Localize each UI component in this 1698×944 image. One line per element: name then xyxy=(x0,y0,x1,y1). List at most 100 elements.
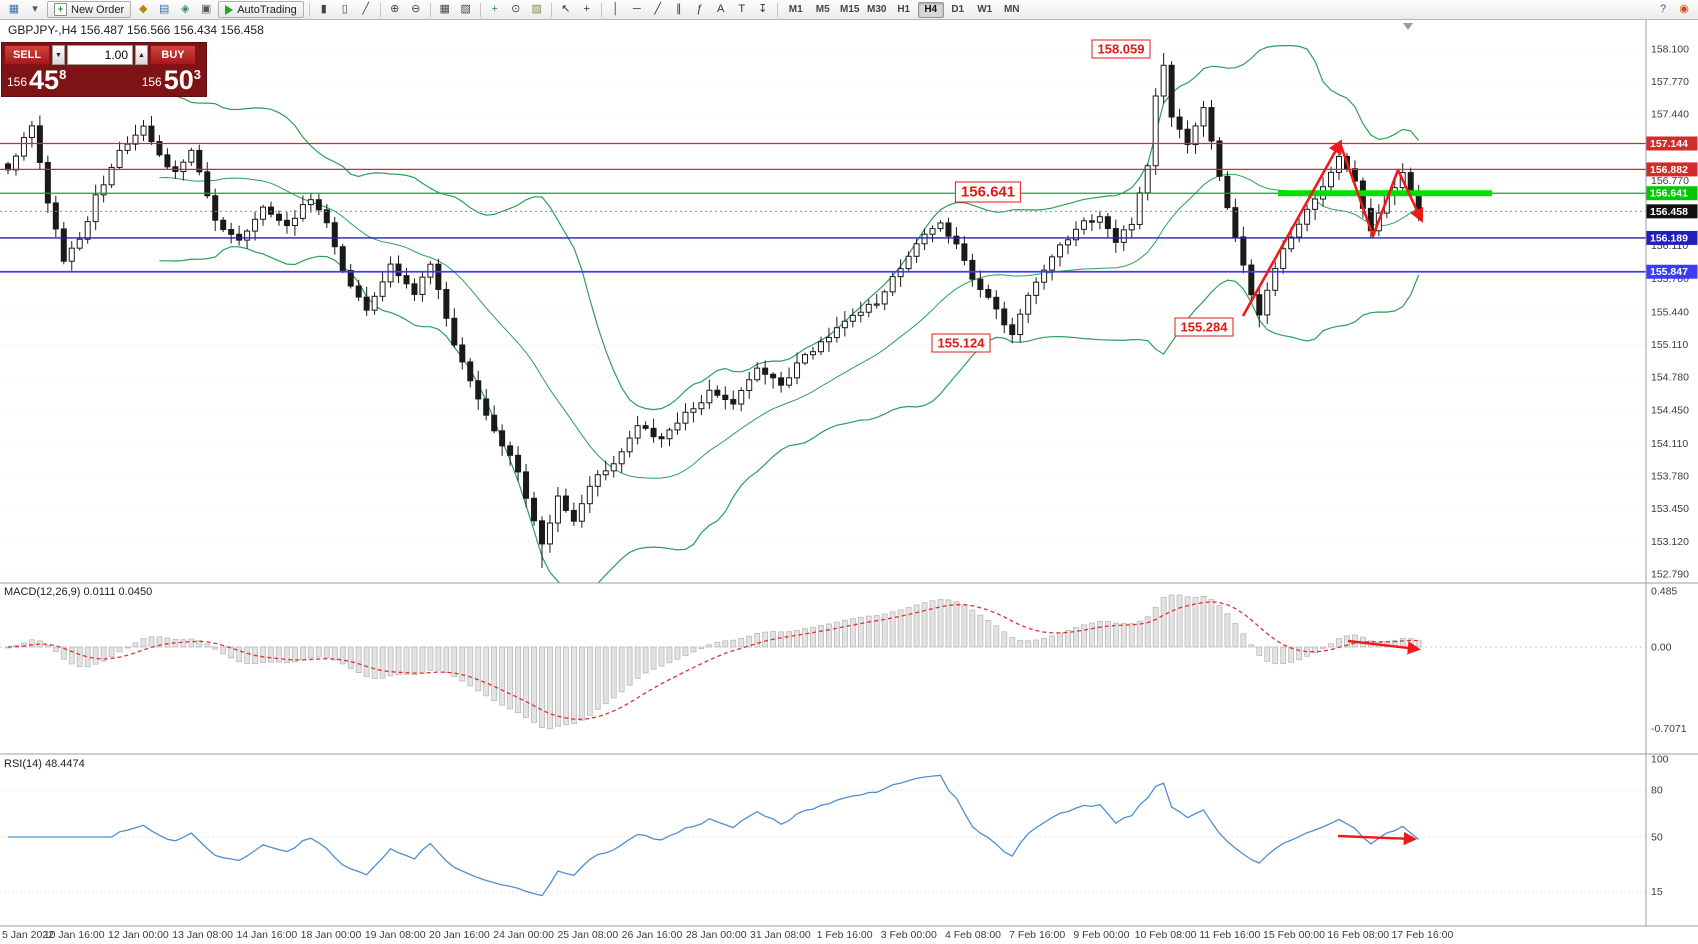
vertical-line-icon[interactable]: │ xyxy=(612,3,620,15)
volume-increase-button[interactable]: ▲ xyxy=(135,45,148,65)
channel-icon[interactable]: ∥ xyxy=(675,3,682,15)
svg-text:153.450: 153.450 xyxy=(1651,503,1689,515)
crosshair-icon[interactable]: + xyxy=(583,3,590,15)
toolbar-separator xyxy=(550,2,552,17)
text-label-icon[interactable]: T xyxy=(738,3,746,15)
new-order-button[interactable]: + New Order xyxy=(47,1,132,18)
svg-text:10 Jan 16:00: 10 Jan 16:00 xyxy=(44,929,105,941)
svg-text:156.641: 156.641 xyxy=(1650,188,1688,200)
rsi-panel xyxy=(0,774,1646,897)
timeframe-m1-button[interactable]: M1 xyxy=(783,2,809,18)
svg-text:14 Jan 16:00: 14 Jan 16:00 xyxy=(236,929,297,941)
svg-text:156.189: 156.189 xyxy=(1650,232,1688,244)
timeframe-h1-button[interactable]: H1 xyxy=(891,2,917,18)
toolbar-left-group: ▦ ▾ xyxy=(4,1,45,19)
toolbar-panels-group: ◆ ▤ ◈ ▣ xyxy=(133,1,216,19)
data-window-icon[interactable]: ▤ xyxy=(158,3,170,15)
line-chart-icon[interactable]: ╱ xyxy=(362,3,370,15)
market-watch-icon[interactable]: ◆ xyxy=(138,3,148,15)
price-axis: 158.100157.770157.440156.770156.110155.7… xyxy=(0,20,1698,927)
svg-text:0.485: 0.485 xyxy=(1651,585,1677,597)
svg-text:157.770: 157.770 xyxy=(1651,76,1689,88)
timeframe-h4-button[interactable]: H4 xyxy=(917,1,944,18)
timeframe-m30-button[interactable]: M30 xyxy=(864,2,890,18)
ask-price: 156 50 3 xyxy=(141,65,201,95)
svg-text:11 Feb 16:00: 11 Feb 16:00 xyxy=(1199,929,1260,941)
chart-shift-marker xyxy=(1403,23,1413,30)
horizontal-line-icon[interactable]: ─ xyxy=(632,3,641,15)
sell-button[interactable]: SELL xyxy=(4,45,50,65)
new-order-icon: + xyxy=(54,3,67,16)
svg-text:158.100: 158.100 xyxy=(1651,43,1689,55)
svg-text:12 Jan 00:00: 12 Jan 00:00 xyxy=(108,929,169,941)
svg-text:154.780: 154.780 xyxy=(1651,372,1689,384)
svg-text:10 Feb 08:00: 10 Feb 08:00 xyxy=(1135,929,1197,941)
new-order-label: New Order xyxy=(71,3,125,16)
macd-panel xyxy=(0,594,1646,730)
volume-input[interactable] xyxy=(67,45,133,65)
timeframe-m15-button[interactable]: M15 xyxy=(837,2,863,18)
fibonacci-icon[interactable]: ƒ xyxy=(696,3,703,15)
timeframe-mn-button[interactable]: MN xyxy=(999,2,1025,18)
toolbar-tools-group: ▮ ▯ ╱ ⊕ ⊖ ▦ ▧ + ⊙ ▨ ↖ + │ ─ ╱ ∥ ƒ A T ↧ xyxy=(306,1,781,19)
svg-text:9 Feb 00:00: 9 Feb 00:00 xyxy=(1073,929,1129,941)
arrows-icon[interactable]: ↧ xyxy=(758,3,768,15)
terminal-icon[interactable]: ▣ xyxy=(200,3,212,15)
timeframe-w1-button[interactable]: W1 xyxy=(972,2,998,18)
timeframe-m5-button[interactable]: M5 xyxy=(810,2,836,18)
bollinger-middle-band xyxy=(159,173,1419,479)
toolbar-separator xyxy=(600,2,602,17)
bid-price: 156 45 8 xyxy=(7,65,67,95)
svg-text:5 Jan 2022: 5 Jan 2022 xyxy=(2,929,54,941)
svg-text:155.440: 155.440 xyxy=(1651,306,1689,318)
tile-windows-icon[interactable]: ▦ xyxy=(439,3,450,15)
bar-chart-icon[interactable]: ▮ xyxy=(320,3,327,15)
cascade-windows-icon[interactable]: ▧ xyxy=(460,3,471,15)
svg-text:24 Jan 00:00: 24 Jan 00:00 xyxy=(493,929,554,941)
svg-text:4 Feb 08:00: 4 Feb 08:00 xyxy=(945,929,1001,941)
price-annotation-158.059: 158.059 xyxy=(1091,39,1151,59)
templates-icon[interactable]: ▨ xyxy=(531,3,542,15)
candlestick-chart-icon[interactable]: ▯ xyxy=(341,3,348,15)
timeframe-d1-button[interactable]: D1 xyxy=(945,2,971,18)
trendline-icon[interactable]: ╱ xyxy=(654,3,662,15)
add-indicator-icon[interactable]: + xyxy=(491,3,498,15)
volume-decrease-button[interactable]: ▼ xyxy=(52,45,65,65)
svg-text:100: 100 xyxy=(1651,754,1669,766)
toolbar-separator xyxy=(308,2,310,17)
help-icon[interactable]: ? xyxy=(1659,3,1667,15)
bollinger-upper-band xyxy=(159,44,1420,411)
price-badge-156.458: 156.458 xyxy=(1646,204,1698,219)
svg-text:1 Feb 16:00: 1 Feb 16:00 xyxy=(817,929,873,941)
buy-button[interactable]: BUY xyxy=(150,45,196,65)
zoom-in-icon[interactable]: ⊕ xyxy=(390,3,400,15)
svg-text:156.770: 156.770 xyxy=(1651,175,1689,187)
autotrading-button[interactable]: AutoTrading xyxy=(218,1,304,18)
svg-text:153.780: 153.780 xyxy=(1651,471,1689,483)
price-badge-156.189: 156.189 xyxy=(1646,230,1698,245)
navigator-icon[interactable]: ◈ xyxy=(180,3,190,15)
autotrading-play-icon xyxy=(225,4,234,15)
text-icon[interactable]: A xyxy=(717,3,725,15)
autotrading-label: AutoTrading xyxy=(237,3,297,16)
new-chart-icon[interactable]: ▦ xyxy=(8,3,20,15)
window-menu-icon[interactable]: ▾ xyxy=(32,3,38,15)
periods-icon[interactable]: ⊙ xyxy=(511,3,521,15)
price-badge-157.144: 157.144 xyxy=(1646,136,1698,151)
price-badge-156.641: 156.641 xyxy=(1646,186,1698,201)
symbol-ohlc-line: GBPJPY-,H4 156.487 156.566 156.434 156.4… xyxy=(8,23,264,37)
rsi-direction-arrow xyxy=(1337,832,1417,846)
price-annotation-155.124: 155.124 xyxy=(931,333,991,353)
cursor-icon[interactable]: ↖ xyxy=(561,3,571,15)
macd-sign al-line xyxy=(7,601,1419,720)
community-icon[interactable]: ◉ xyxy=(1679,3,1689,15)
toolbar-separator xyxy=(776,2,778,17)
svg-text:19 Jan 08:00: 19 Jan 08:00 xyxy=(365,929,426,941)
svg-text:152.790: 152.790 xyxy=(1651,569,1689,581)
svg-text:157.440: 157.440 xyxy=(1651,109,1689,121)
svg-text:15 Feb 00:00: 15 Feb 00:00 xyxy=(1263,929,1325,941)
svg-text:25 Jan 08:00: 25 Jan 08:00 xyxy=(557,929,618,941)
toolbar-separator xyxy=(429,2,431,17)
zoom-out-icon[interactable]: ⊖ xyxy=(411,3,421,15)
